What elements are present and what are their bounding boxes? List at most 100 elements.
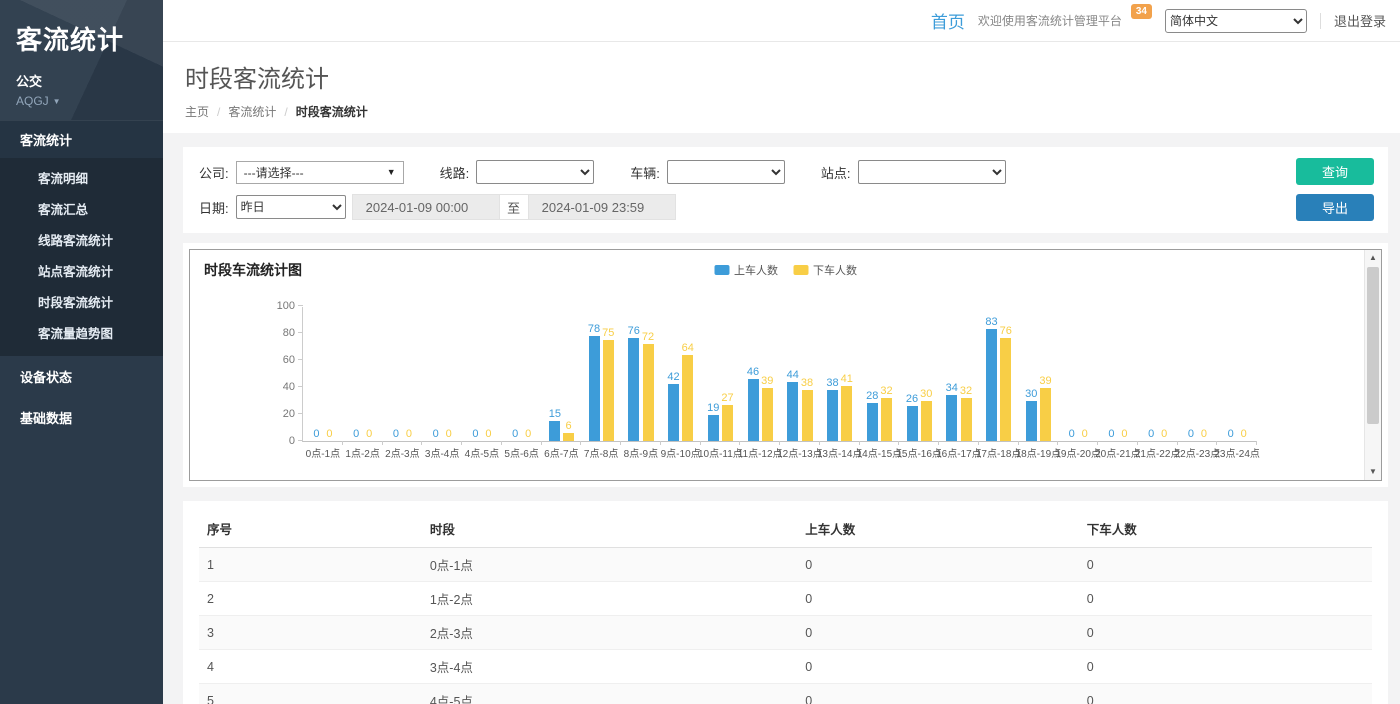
chart-category: 0 0 23点-24点 [1214, 307, 1260, 460]
y-axis-tick-label: 100 [276, 300, 295, 312]
org-code-dropdown[interactable]: AQGJ ▼ [16, 94, 147, 108]
bar-value-label: 0 [432, 428, 439, 440]
table-cell: 0 [797, 615, 1079, 650]
bar-value-label: 0 [1240, 428, 1247, 440]
bar-chart-plot: 0 20 40 60 80 100 0 0 0点-1点 0 0 1点-2点 0 0 2点-3点 0 0 3点-4点… [277, 300, 1260, 461]
chart-category: 26 30 15点-16点 [896, 307, 942, 461]
sidebar-item-device-status[interactable]: 设备状态 [20, 370, 73, 385]
legend-item-alighting[interactable]: 下车人数 [793, 262, 857, 278]
date-preset-select[interactable]: 昨日 [235, 195, 346, 219]
bar-value-label: 0 [392, 428, 399, 440]
bar-value-label: 0 [1161, 428, 1168, 440]
bar-value-label: 28 [866, 390, 879, 403]
legend-label-boarding: 上车人数 [734, 265, 778, 277]
table-row: 1 0点-1点 0 0 [199, 547, 1372, 582]
sidebar-group-passenger-stats[interactable]: 客流统计 [0, 120, 163, 158]
sidebar-brand: 客流统计 公交 AQGJ ▼ [0, 0, 163, 120]
sidebar-item-passenger-summary[interactable]: 客流汇总 [38, 203, 89, 217]
line-select[interactable] [476, 160, 595, 184]
bar-alighting [881, 397, 892, 441]
x-axis-label: 1点-2点 [345, 449, 380, 460]
company-label: 公司: [199, 165, 229, 181]
chevron-down-icon: ▼ [386, 167, 396, 177]
table-row: 2 1点-2点 0 0 [199, 581, 1372, 616]
bar-boarding [588, 335, 600, 441]
sidebar-item-passenger-detail[interactable]: 客流明细 [38, 172, 89, 186]
sidebar-item-trend-chart[interactable]: 客流量趋势图 [38, 327, 114, 341]
bar-value-label: 39 [761, 375, 774, 388]
bar-boarding [906, 405, 918, 441]
table-cell: 0 [797, 683, 1079, 704]
breadcrumb-separator: / [284, 104, 288, 119]
scroll-down-icon[interactable]: ▼ [1369, 467, 1377, 476]
x-axis-label: 0点-1点 [305, 449, 341, 460]
x-axis-label: 16点-17点 [936, 449, 982, 460]
bar-alighting [682, 354, 694, 441]
chart-category: 30 39 18点-19点 [1016, 307, 1062, 460]
bar-value-label: 15 [548, 407, 561, 420]
navbar-divider [1319, 12, 1321, 29]
x-axis-label: 9点-10点 [660, 449, 701, 460]
breadcrumb-current: 时段客流统计 [295, 105, 368, 119]
legend-item-boarding[interactable]: 上车人数 [714, 262, 778, 278]
date-label: 日期: [199, 200, 229, 216]
query-button[interactable]: 查询 [1296, 158, 1374, 185]
export-button[interactable]: 导出 [1296, 194, 1374, 221]
table-cell: 0 [1078, 581, 1372, 616]
org-name: 公交 [16, 74, 43, 89]
company-select-value: ---请选择--- [243, 165, 304, 180]
content-wrapper: 公司: ---请选择--- ▼ 线路: 车辆: 站点: [163, 133, 1400, 704]
x-axis-label: 4点-5点 [464, 449, 500, 460]
sidebar-item-base-data[interactable]: 基础数据 [20, 411, 73, 426]
bar-value-label: 42 [667, 371, 680, 384]
bar-alighting [761, 388, 773, 441]
filter-panel: 公司: ---请选择--- ▼ 线路: 车辆: 站点: [183, 147, 1388, 233]
table-row: 5 4点-5点 0 0 [199, 683, 1372, 704]
sidebar: 客流统计 公交 AQGJ ▼ 客流统计 客流明细 客流汇总 线路客流统计 站点客… [0, 0, 163, 704]
bar-value-label: 0 [326, 428, 333, 440]
chart-category: 42 64 9点-10点 [661, 307, 701, 460]
chart-scrollbar[interactable]: ▲ ▼ [1364, 250, 1381, 480]
chart-category: 19 27 10点-11点 [698, 307, 743, 460]
bar-value-label: 76 [999, 325, 1012, 338]
x-axis-label: 14点-15点 [856, 449, 903, 460]
sidebar-item-period-stats[interactable]: 时段客流统计 [38, 296, 114, 310]
table-cell: 0 [797, 649, 1079, 684]
chart-category: 46 39 11点-12点 [738, 307, 783, 460]
chart-category: 78 75 7点-8点 [581, 307, 621, 460]
welcome-text: 欢迎使用客流统计管理平台 [977, 14, 1122, 28]
bar-value-label: 26 [905, 392, 919, 405]
sidebar-item-station-stats[interactable]: 站点客流统计 [38, 265, 114, 279]
bar-boarding [946, 395, 958, 441]
chart-category: 44 38 12点-13点 [777, 307, 823, 460]
x-axis-label: 23点-24点 [1214, 449, 1260, 460]
x-axis-label: 11点-12点 [737, 449, 783, 460]
bar-value-label: 83 [985, 315, 998, 328]
bar-boarding [866, 403, 878, 441]
chart-panel: 时段车流统计图 上车人数 下车人数 0 20 40 60 80 100 0 0 0点-1点 0 0 1… [183, 243, 1388, 487]
company-select[interactable]: ---请选择--- ▼ [235, 160, 404, 184]
vehicle-select[interactable] [666, 160, 785, 184]
y-axis-tick-label: 0 [288, 435, 295, 447]
bar-value-label: 76 [627, 325, 640, 338]
scrollbar-thumb[interactable] [1367, 267, 1379, 424]
logout-link[interactable]: 退出登录 [1333, 14, 1386, 29]
date-start-input[interactable]: 2024-01-09 00:00 [351, 194, 500, 220]
legend-swatch-alighting [793, 265, 808, 275]
bar-alighting [920, 400, 932, 441]
bar-value-label: 0 [1068, 428, 1075, 440]
language-select[interactable]: 简体中文 [1164, 8, 1307, 33]
main-area: 首页 欢迎使用客流统计管理平台 34 简体中文 退出登录 时段客流统计 主页 /… [163, 0, 1400, 704]
breadcrumb-parent[interactable]: 客流统计 [228, 105, 277, 119]
home-link[interactable]: 首页 [930, 13, 965, 32]
scroll-up-icon[interactable]: ▲ [1369, 253, 1377, 262]
bar-value-label: 0 [525, 428, 532, 440]
date-end-input[interactable]: 2024-01-09 23:59 [527, 194, 676, 220]
bar-value-label: 0 [1200, 428, 1207, 440]
breadcrumb-home[interactable]: 主页 [185, 105, 210, 119]
table-cell: 0 [1078, 683, 1372, 704]
station-select[interactable] [857, 160, 1006, 184]
notification-badge[interactable]: 34 [1130, 4, 1152, 19]
sidebar-item-line-stats[interactable]: 线路客流统计 [38, 234, 114, 248]
bar-value-label: 0 [512, 428, 519, 440]
